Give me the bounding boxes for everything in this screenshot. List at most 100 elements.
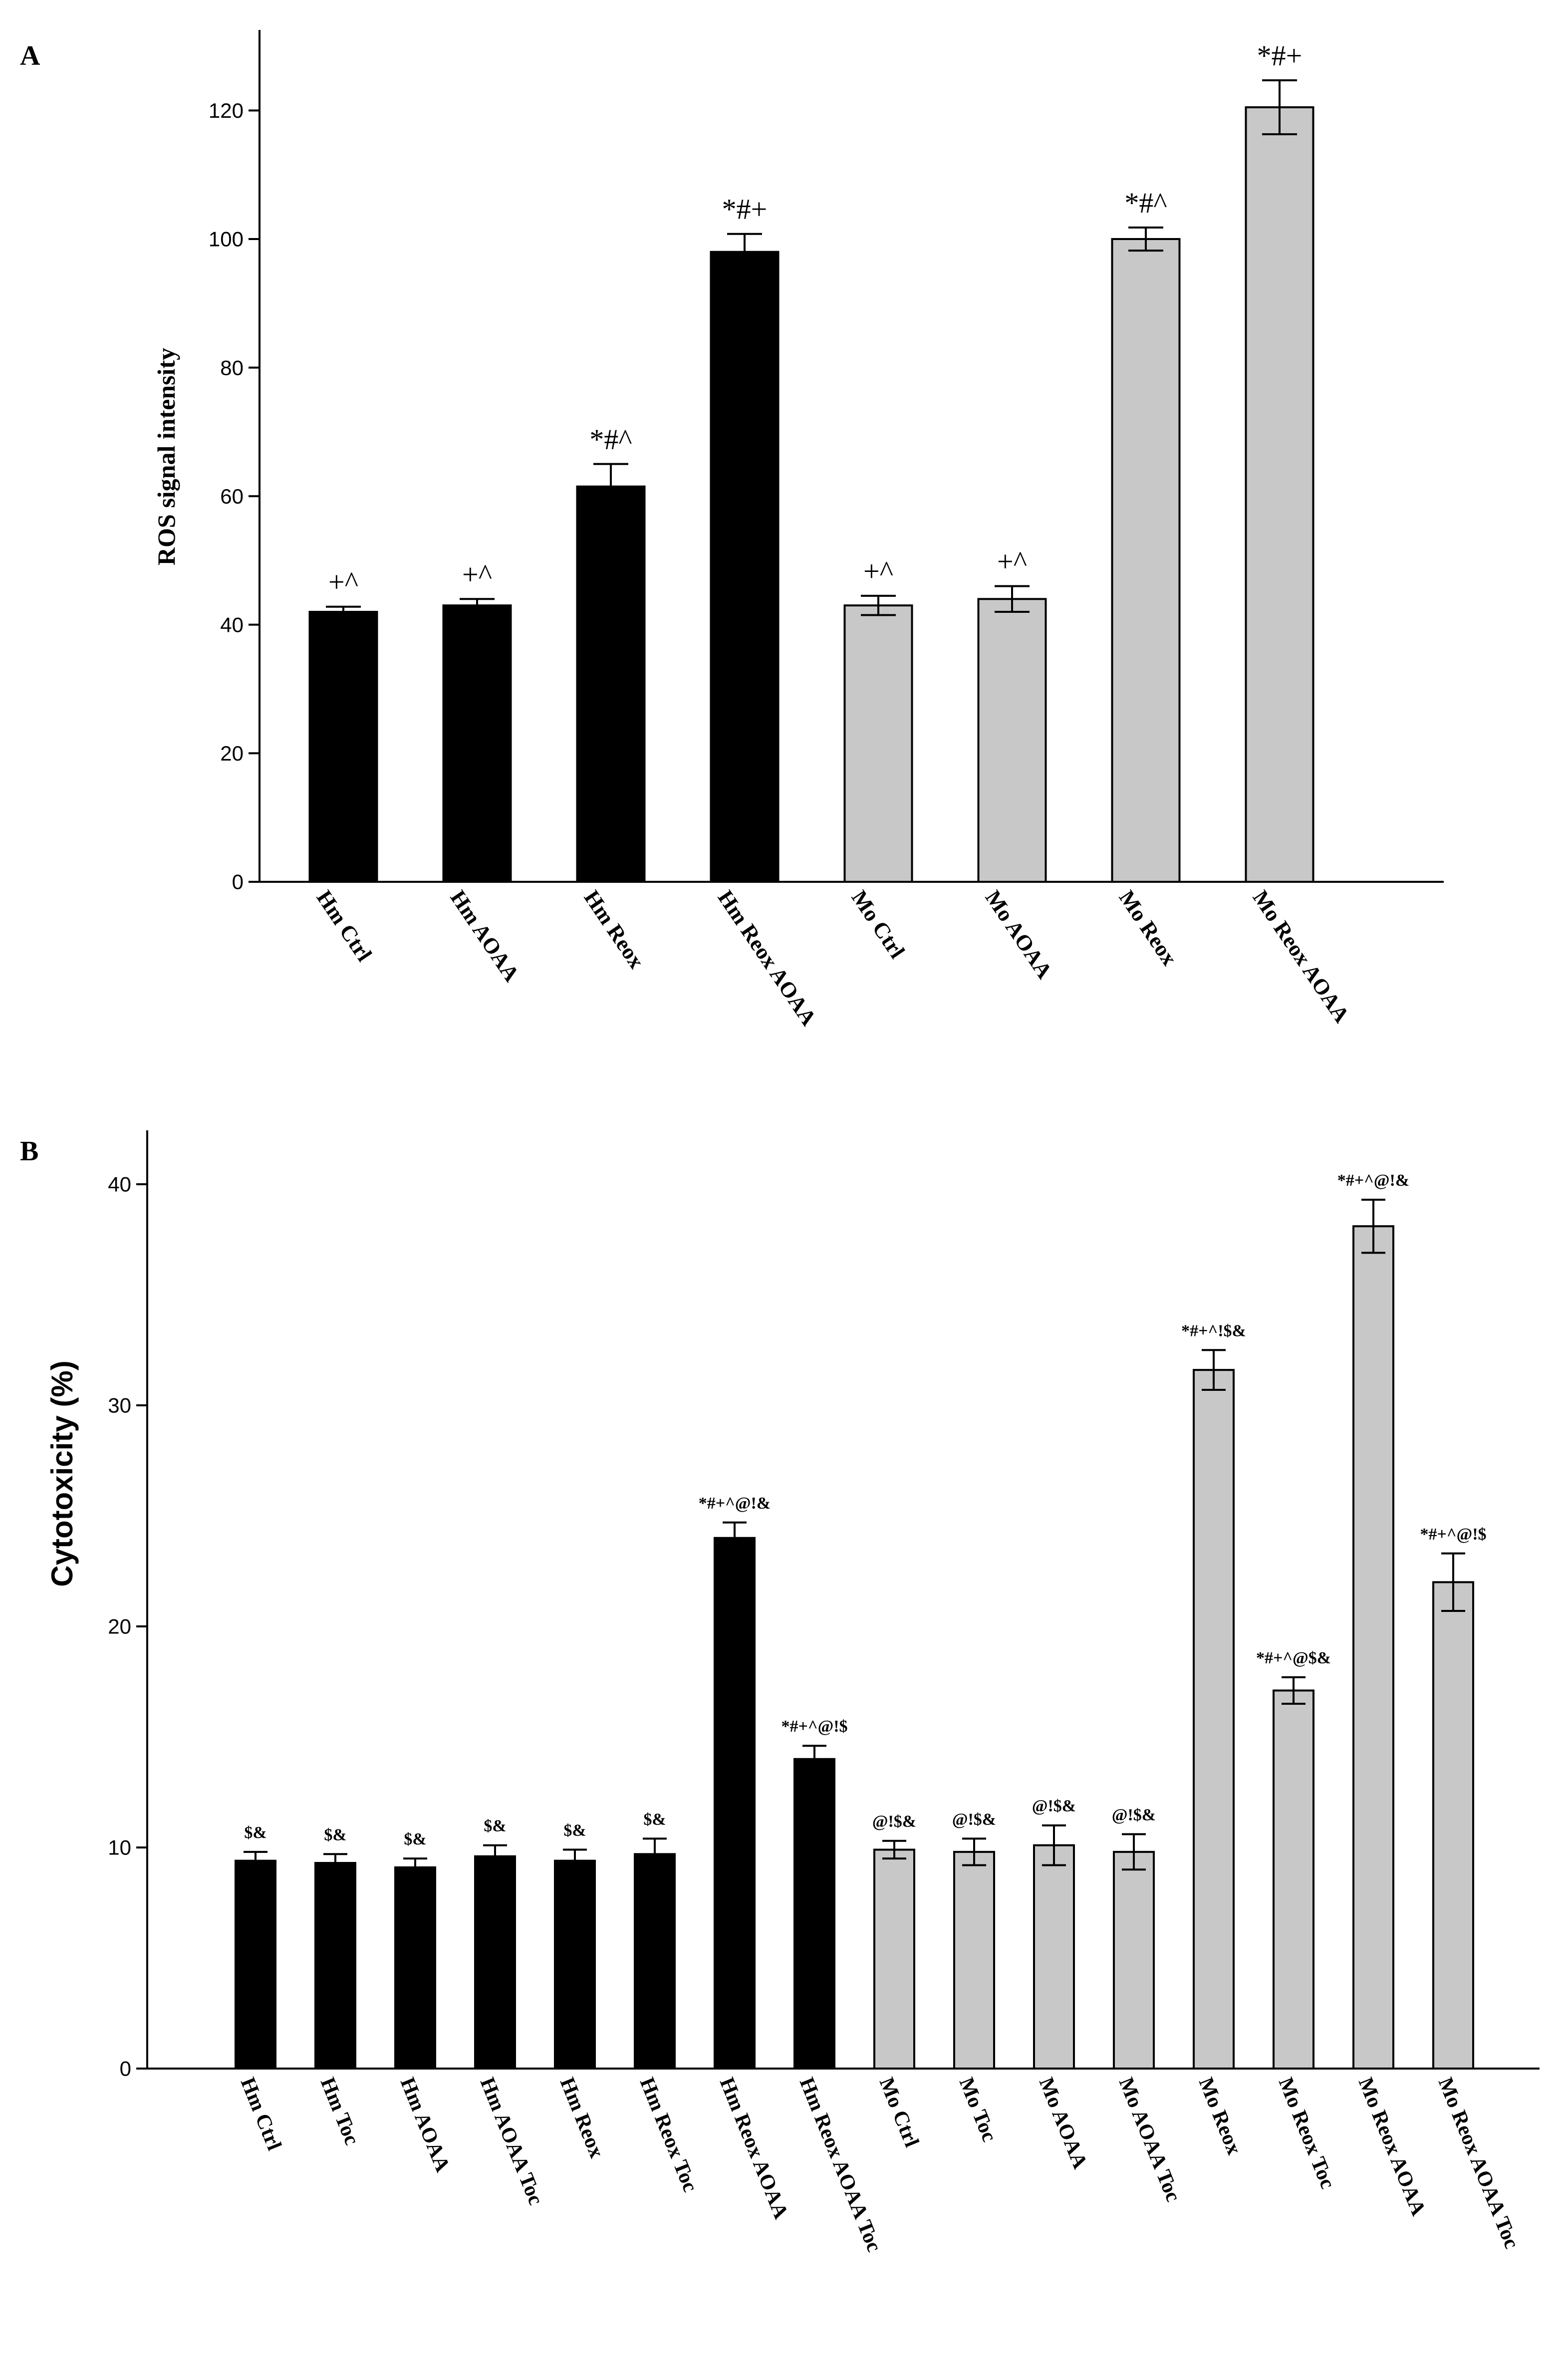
- panel-b-bars: [235, 1225, 1474, 2070]
- significance-annotation: +^: [863, 555, 893, 587]
- x-tick-label: Mo Reox: [1194, 2075, 1246, 2158]
- panel-a-y-ticks: 0 20 40 60 80 100 120: [209, 99, 260, 894]
- significance-annotation: @!$&: [952, 1810, 996, 1829]
- significance-annotation: +^: [462, 558, 492, 590]
- bar-hm-ctrl: [308, 611, 378, 883]
- significance-annotation: *#+^@!&: [1337, 1171, 1409, 1190]
- significance-annotation: @!$&: [872, 1813, 916, 1831]
- significance-annotation: +^: [328, 566, 358, 598]
- y-tick-label: 60: [220, 485, 244, 508]
- bar-hm-ctrl: [235, 1859, 276, 2070]
- bar-mo-reox-aoaa: [1245, 106, 1314, 883]
- significance-annotation: *#^: [589, 423, 632, 456]
- bar-mo-reox: [1193, 1369, 1235, 2070]
- x-tick-label: Mo AOAA Toc: [1114, 2075, 1185, 2205]
- bar-mo-reox-aoaa-toc: [1432, 1581, 1474, 2070]
- x-tick-label: Hm Reox AOAA: [715, 2075, 793, 2223]
- significance-annotation: *#+^@!&: [699, 1494, 771, 1513]
- bar-hm-aoaa: [442, 604, 512, 883]
- panel-b-annotations: $& $& $& $& $& $& *#+^@!& *#+^@!$ @!$& @!$& @!$& @!…: [244, 1171, 1486, 1848]
- significance-annotation: *#+^@!$: [781, 1717, 847, 1736]
- bar-mo-aoaa-toc: [1113, 1850, 1155, 2070]
- significance-annotation: *#+^@$&: [1256, 1649, 1331, 1667]
- y-tick-label: 80: [220, 356, 244, 379]
- bar-mo-reox-aoaa: [1352, 1225, 1394, 2070]
- bar-hm-aoaa-toc: [474, 1855, 516, 2070]
- x-tick-label: Hm Reox: [555, 2075, 608, 2161]
- x-tick-label: Mo AOAA: [981, 886, 1057, 983]
- bar-hm-toc: [314, 1862, 356, 2070]
- x-tick-label: Hm Reox Toc: [635, 2075, 702, 2195]
- x-tick-label: Mo Reox AOAA: [1354, 2075, 1430, 2219]
- x-tick-label: Hm AOAA: [446, 886, 524, 986]
- significance-annotation: *#+: [722, 193, 768, 226]
- x-tick-label: Mo Toc: [955, 2075, 1001, 2145]
- bar-mo-ctrl: [843, 604, 913, 883]
- significance-annotation: $&: [244, 1824, 266, 1842]
- significance-annotation: @!$&: [1112, 1806, 1156, 1824]
- bar-hm-reox: [554, 1859, 596, 2070]
- significance-annotation: $&: [484, 1817, 506, 1836]
- significance-annotation: *#^: [1124, 187, 1167, 219]
- significance-annotation: *#+^@!$: [1420, 1525, 1486, 1544]
- x-tick-label: Hm Ctrl: [312, 886, 377, 966]
- x-tick-label: Mo Ctrl: [875, 2075, 923, 2150]
- bar-mo-reox-toc: [1273, 1689, 1314, 2070]
- significance-annotation: $&: [404, 1830, 426, 1848]
- y-tick-label: 20: [108, 1615, 131, 1638]
- bar-hm-reox-aoaa: [710, 251, 780, 883]
- y-tick-label: 10: [108, 1836, 131, 1859]
- significance-annotation: *#+^!$&: [1181, 1321, 1246, 1340]
- x-tick-label: Hm Ctrl: [236, 2075, 286, 2154]
- panel-b-y-ticks: 0 10 20 30 40: [108, 1173, 147, 2081]
- panel-a-error-bars: [326, 79, 1297, 618]
- bar-mo-aoaa: [977, 598, 1047, 883]
- bar-mo-toc: [953, 1850, 995, 2070]
- significance-annotation: +^: [997, 545, 1027, 578]
- y-tick-label: 20: [220, 742, 244, 765]
- significance-annotation: @!$&: [1032, 1797, 1076, 1816]
- panel-a-bars: [308, 106, 1314, 883]
- y-tick-label: 0: [120, 2057, 131, 2081]
- panel-a-x-tick-labels: Hm Ctrl Hm AOAA Hm Reox Hm Reox AOAA Mo Ctrl…: [312, 886, 1354, 1030]
- x-tick-label: Mo AOAA: [1035, 2075, 1092, 2172]
- bar-mo-ctrl: [873, 1848, 915, 2070]
- y-tick-label: 40: [220, 613, 244, 637]
- x-tick-label: Hm Reox AOAA Toc: [795, 2075, 886, 2255]
- bar-hm-reox-aoaa-toc: [793, 1758, 835, 2070]
- bar-hm-reox: [576, 485, 646, 883]
- panel-a-letter: A: [20, 40, 40, 71]
- significance-annotation: $&: [324, 1826, 346, 1844]
- x-tick-label: Mo Reox Toc: [1274, 2075, 1339, 2192]
- y-tick-label: 120: [209, 99, 244, 122]
- significance-annotation: $&: [563, 1821, 586, 1839]
- significance-annotation: *#+: [1257, 39, 1303, 72]
- x-tick-label: Mo Reox: [1114, 886, 1182, 970]
- x-tick-label: Hm Reox AOAA: [713, 886, 821, 1030]
- panel-a-y-axis-label: ROS signal intensity: [152, 348, 180, 565]
- panel-a-chart: A ROS signal intensity 0 20 40 60 80 100 120 +…: [20, 30, 1444, 1030]
- y-tick-label: 100: [209, 228, 244, 251]
- y-tick-label: 0: [232, 870, 244, 894]
- significance-annotation: $&: [643, 1810, 666, 1829]
- x-tick-label: Hm AOAA: [396, 2075, 455, 2176]
- x-tick-label: Hm AOAA Toc: [476, 2075, 547, 2208]
- y-tick-label: 30: [108, 1394, 131, 1417]
- bar-hm-reox-aoaa: [714, 1537, 756, 2070]
- x-tick-label: Mo Ctrl: [847, 886, 910, 963]
- panel-a-annotations: +^ +^ *#^ *#+ +^ +^ *#^ *#+: [328, 39, 1302, 598]
- panel-b-x-tick-labels: Hm Ctrl Hm Toc Hm AOAA Hm AOAA Toc Hm Reox Hm…: [236, 2075, 1523, 2255]
- bar-mo-reox: [1111, 238, 1181, 883]
- x-tick-label: Hm Reox: [579, 886, 649, 973]
- panel-b-y-axis-label: Cytotoxicity (%): [45, 1360, 79, 1586]
- bar-hm-aoaa: [394, 1866, 436, 2070]
- panel-b-error-bars: [244, 1199, 1465, 1877]
- x-tick-label: Mo Reox AOAA: [1248, 886, 1354, 1027]
- x-tick-label: Hm Toc: [316, 2075, 364, 2148]
- y-tick-label: 40: [108, 1173, 131, 1196]
- bar-hm-reox-toc: [634, 1853, 676, 2070]
- panel-b-letter: B: [20, 1136, 38, 1167]
- bar-mo-aoaa: [1033, 1844, 1075, 2070]
